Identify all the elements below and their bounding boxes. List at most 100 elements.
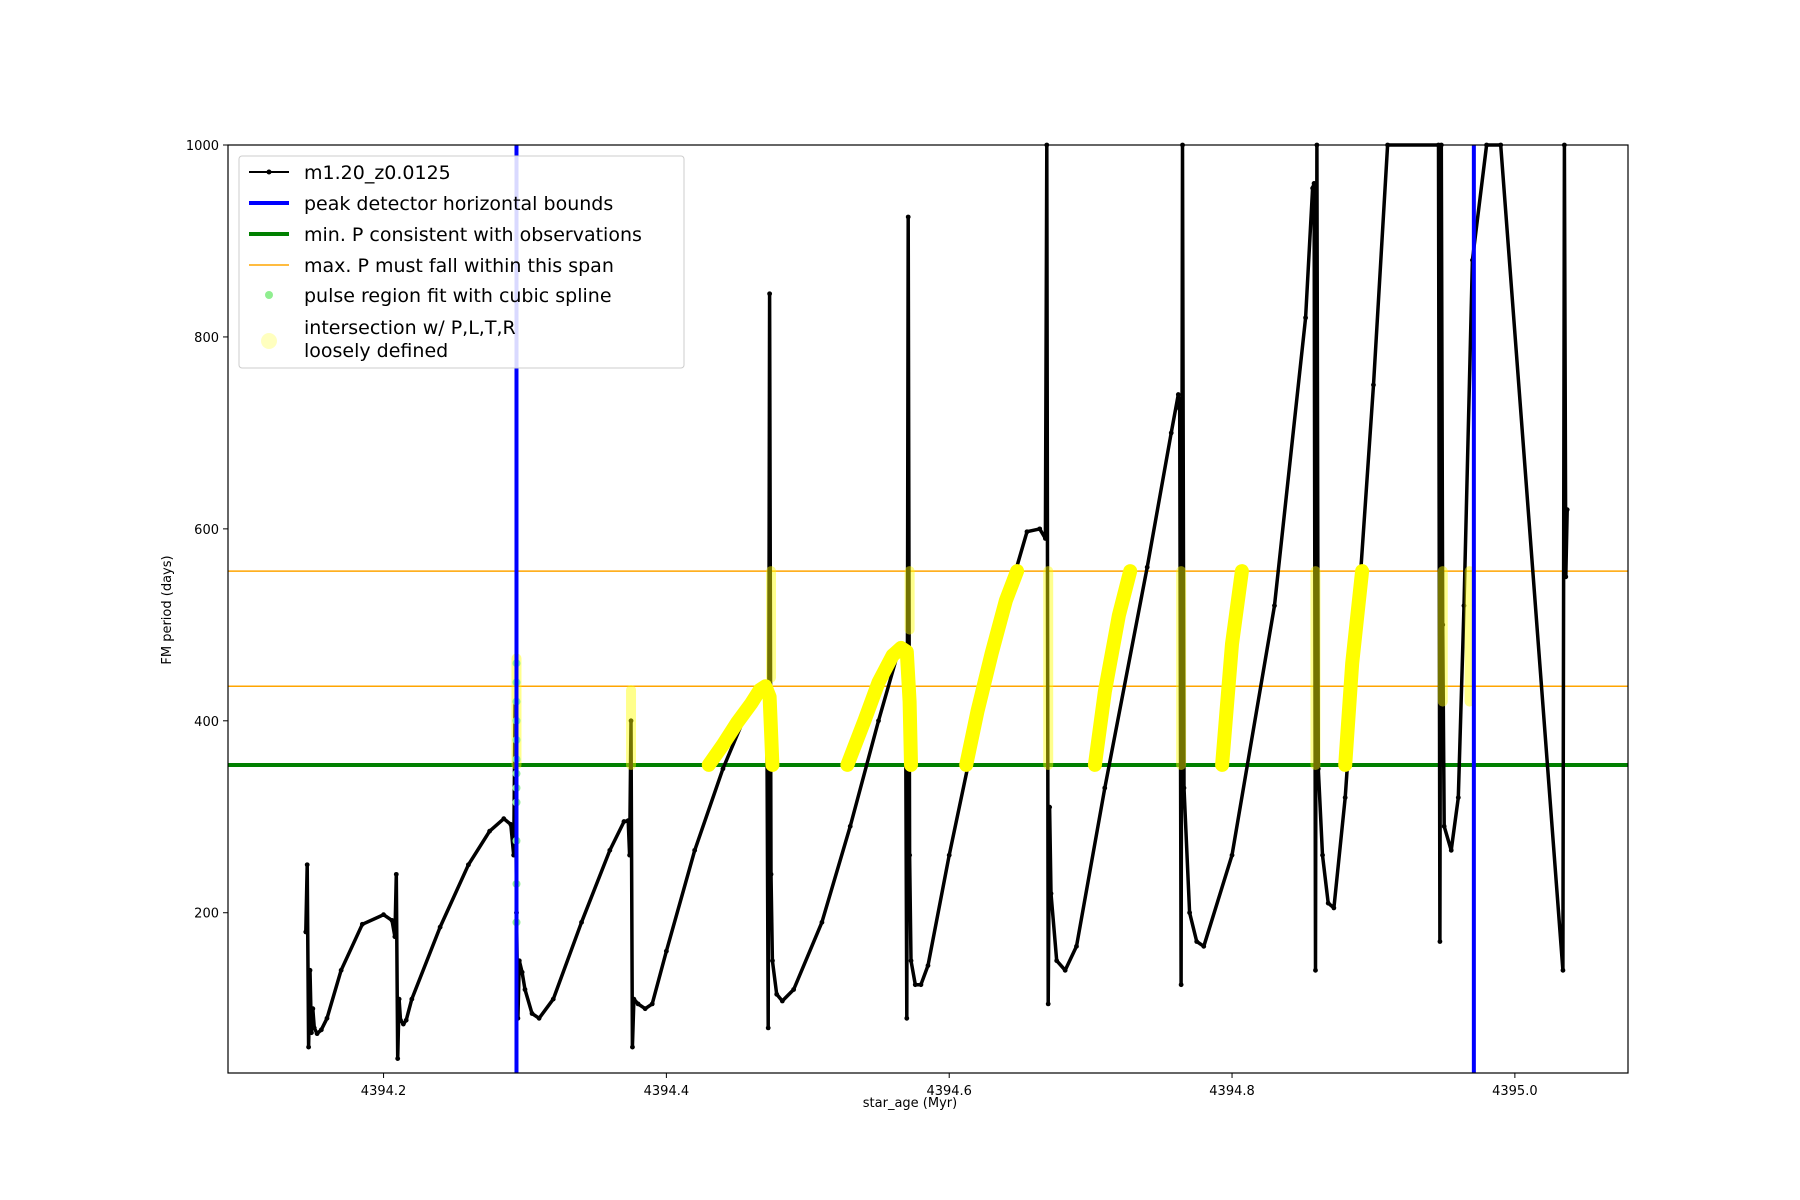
legend-label-intersection-line2: loosely defined	[304, 340, 448, 362]
legend-entry-model: m1.20_z0.0125	[249, 162, 451, 184]
series-point	[381, 912, 386, 918]
x-tick-label: 4395.0	[1492, 1084, 1538, 1099]
series-point	[306, 1044, 312, 1050]
y-tick-label: 400	[194, 715, 219, 730]
legend-entry-pulse: pulse region fit with cubic spline	[265, 285, 612, 307]
series-point	[1229, 852, 1235, 858]
x-tick-label: 4394.6	[926, 1084, 972, 1099]
series-point	[1177, 406, 1183, 412]
series-point	[409, 996, 415, 1002]
x-tick-label: 4394.2	[361, 1084, 407, 1099]
series-point	[1448, 847, 1454, 853]
series-point	[1042, 536, 1048, 541]
series-point	[1437, 939, 1443, 944]
series-point	[338, 967, 344, 973]
series-point	[1325, 900, 1331, 906]
legend-label-intersection: intersection w/ P,L,T,R	[304, 317, 516, 339]
x-axis-title: star_age (Myr)	[863, 1096, 957, 1111]
series-point	[1074, 943, 1079, 949]
series-point	[304, 862, 310, 868]
legend-label-min-p: min. P consistent with observations	[304, 224, 642, 246]
legend-marker-pulse	[265, 291, 273, 299]
series-point	[1144, 564, 1150, 570]
series-point	[621, 819, 627, 824]
series-point	[324, 1015, 330, 1021]
series-point	[359, 921, 365, 927]
series-point	[1047, 804, 1053, 810]
series-point	[1560, 967, 1566, 973]
series-point	[403, 1017, 409, 1023]
series-point	[314, 1031, 320, 1037]
series-point	[550, 996, 556, 1002]
series-point	[768, 871, 774, 877]
series-point	[311, 1025, 317, 1031]
series-point	[625, 818, 631, 824]
series-point	[1024, 529, 1030, 535]
series-point	[774, 991, 780, 997]
series-point	[437, 924, 443, 930]
y-axis-title: FM period (days)	[160, 555, 175, 664]
series-point	[770, 958, 775, 964]
series-point	[1315, 766, 1321, 772]
series-point	[720, 766, 726, 772]
series-point	[536, 1015, 542, 1021]
series-point	[393, 871, 399, 877]
intersection-region-8	[1087, 564, 1138, 772]
series-point	[400, 1021, 406, 1027]
series-point	[779, 998, 785, 1004]
series-point	[396, 996, 402, 1002]
series-point	[918, 982, 924, 988]
series-point	[1054, 958, 1060, 964]
series-point	[1303, 315, 1308, 321]
y-axis-ticks: 200 400 600 800 1000	[186, 139, 228, 922]
series-point	[628, 718, 634, 724]
series-point	[1320, 852, 1325, 858]
series-point	[466, 862, 471, 868]
series-point	[642, 1006, 648, 1012]
series-point	[1563, 574, 1569, 580]
series-layer	[303, 142, 1570, 1062]
series-point	[1102, 785, 1108, 791]
series-point	[1440, 622, 1446, 628]
y-tick-label: 1000	[186, 139, 219, 154]
series-point	[398, 1017, 403, 1023]
series-point	[1201, 943, 1207, 949]
x-tick-label: 4394.4	[644, 1084, 690, 1099]
series-point	[395, 1056, 401, 1062]
series-point	[946, 852, 952, 858]
legend-entry-max-p: max. P must fall within this span	[249, 255, 614, 277]
series-point	[309, 1030, 314, 1036]
intersection-region-12	[1338, 564, 1370, 772]
intersection-region-2	[701, 679, 780, 772]
series-point	[310, 1006, 316, 1012]
series-point	[631, 996, 637, 1002]
series-point	[607, 847, 613, 853]
series-point	[630, 1044, 635, 1050]
series-point	[1331, 905, 1337, 911]
series-point	[529, 1011, 535, 1016]
series-point	[1564, 507, 1570, 513]
series-point	[303, 929, 309, 935]
series-point	[1187, 910, 1193, 916]
series-point	[579, 919, 584, 925]
series-point	[1461, 603, 1467, 609]
series-point	[1175, 392, 1181, 397]
series-point	[765, 1025, 771, 1031]
series-point	[627, 852, 633, 858]
series-point	[1045, 1001, 1051, 1007]
series-point	[905, 214, 911, 220]
series-point	[1048, 891, 1054, 896]
intersection-region-10	[1215, 564, 1249, 772]
series-point	[649, 1001, 655, 1007]
series-point	[925, 963, 931, 968]
intersection-region-4	[840, 640, 918, 772]
series-point	[847, 823, 853, 829]
series-point	[1371, 382, 1376, 388]
series-point	[1313, 967, 1318, 973]
series-point	[1062, 967, 1068, 973]
y-tick-label: 600	[194, 523, 219, 538]
legend-marker-model	[266, 169, 272, 175]
series-point	[487, 828, 493, 834]
series-point	[508, 822, 514, 827]
